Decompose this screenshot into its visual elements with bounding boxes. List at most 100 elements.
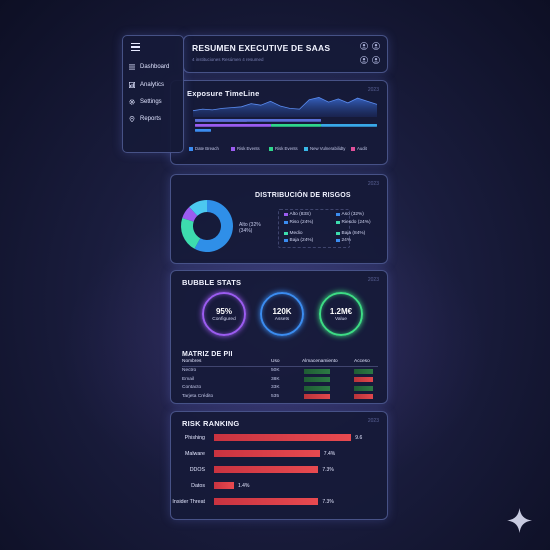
timeline-legend-item: New Vulnerabilidty: [304, 146, 345, 151]
legend-label: Risk Events: [275, 146, 298, 151]
risk-label: DDOS: [189, 466, 205, 473]
exposure-timeline-card: 2023 Exposure TimeLine Date Breach Risk E…: [170, 80, 388, 165]
card-tag: 2023: [367, 418, 379, 424]
bubble-assets: 120K Assets: [260, 292, 304, 336]
risk-ranking-card: 2023 RISK RANKING Phishing 9.6 Malware 7.4%…: [170, 411, 388, 520]
bubble-stats-title: BUBBLE STATS: [182, 278, 242, 287]
sidebar-item-reports[interactable]: Reports: [129, 116, 161, 122]
bubble-value: 1.2M€: [329, 307, 353, 316]
risk-value: 7.4%: [323, 451, 336, 457]
legend-swatch: [231, 146, 235, 151]
sidebar-item-label: Settings: [140, 99, 162, 105]
page-subtitle: 4 instituciones Resúmen 4 resumed: [192, 57, 264, 62]
user-icon[interactable]: [360, 42, 368, 50]
risk-label: Datos: [191, 482, 205, 489]
donut-slice: [182, 207, 198, 222]
timeline-event-bar: [195, 119, 321, 122]
matriz-header: Uso: [271, 359, 280, 364]
legend-label: Alto (83S): [289, 212, 311, 217]
distribution-legend-item: Medio: [284, 231, 303, 236]
timeline-legend-item: Date Breach: [189, 146, 219, 151]
risk-value: 1.4%: [238, 483, 250, 489]
matriz-status-bar: [354, 385, 373, 391]
gear-icon: [129, 99, 135, 105]
legend-swatch: [304, 146, 308, 151]
sidebar: Dashboard Analytics Settings Reports: [122, 35, 184, 153]
distribution-legend-item: Baja (24%): [284, 238, 313, 243]
legend-box: [278, 209, 350, 248]
timeline-chart: [192, 96, 378, 132]
legend-swatch: [336, 238, 340, 242]
divider: [182, 366, 378, 367]
timeline-event-bar: [195, 129, 211, 132]
risk-bar: [214, 482, 234, 489]
legend-label: Date Breach: [195, 146, 219, 151]
user-icon[interactable]: [372, 42, 380, 50]
matriz-cell-uso: 535: [271, 393, 280, 399]
card-tag: 2023: [367, 87, 379, 93]
risk-value: 7.3%: [322, 467, 334, 473]
matriz-cell-name: Contacto: [182, 385, 202, 390]
legend-label: Aso (32%): [341, 212, 364, 217]
donut-chart: [181, 200, 233, 252]
risk-label: Phishing: [184, 434, 205, 441]
matriz-header: Nombres: [182, 359, 202, 364]
legend-swatch: [284, 220, 288, 224]
risk-ranking-title: RISK RANKING: [182, 419, 240, 428]
card-tag: 2023: [367, 277, 379, 283]
sidebar-item-analytics[interactable]: Analytics: [129, 82, 164, 88]
distribution-legend-item: Alto (83S): [284, 212, 311, 217]
donut-center-label: Alto (32% (34%): [239, 222, 261, 234]
distribution-legend-item: Baja (84%): [336, 231, 365, 236]
legend-label: Baja (24%): [289, 238, 314, 243]
risk-bar: [214, 434, 352, 441]
matriz-status-bar: [304, 377, 330, 382]
legend-swatch: [336, 231, 340, 235]
legend-swatch: [351, 146, 355, 151]
matriz-status-bar: [304, 368, 330, 374]
timeline-event-bar: [321, 124, 377, 127]
matriz-title: MATRIZ DE PII: [182, 351, 233, 358]
risk-label: Malware: [184, 450, 205, 457]
risk-value: 7.3%: [322, 499, 334, 505]
legend-swatch: [284, 238, 288, 242]
legend-label: Baja (84%): [341, 231, 366, 236]
bubble-value: 120K: [272, 307, 292, 316]
risk-bar: [214, 450, 320, 457]
matriz-cell-uso: 33K: [271, 385, 280, 390]
card-tag: 2023: [367, 181, 379, 187]
sidebar-item-settings[interactable]: Settings: [129, 99, 162, 105]
donut-slice: [194, 200, 233, 252]
matriz-cell-uso: 38K: [271, 376, 280, 382]
legend-label: Audit: [357, 146, 367, 151]
user-icon[interactable]: [372, 56, 380, 64]
timeline-legend-item: Risk Events: [269, 146, 298, 151]
legend-label: Riso (24%): [289, 220, 314, 225]
timeline-legend-item: Risk Events: [231, 146, 260, 151]
pin-icon: [129, 116, 135, 122]
legend-swatch: [284, 212, 288, 216]
bubble-label: Configured: [212, 317, 236, 322]
distribution-legend-item: 24%: [336, 238, 351, 243]
hamburger-menu-icon[interactable]: [131, 43, 140, 53]
donut-slice: [181, 217, 201, 249]
risk-label: Insider Threat: [172, 498, 205, 505]
sparkle-icon: [506, 507, 533, 534]
sidebar-item-dashboard[interactable]: Dashboard: [129, 64, 169, 70]
bar-chart-icon: [129, 82, 135, 88]
legend-label: Risk Events: [237, 146, 260, 151]
matriz-cell-name: Tarjeta Crédito: [182, 393, 214, 399]
bubble-label: Assets: [274, 317, 290, 322]
legend-swatch: [336, 220, 340, 224]
timeline-event-bar: [271, 124, 321, 127]
distribution-title: DISTRIBUCIÓN DE RISGOS: [255, 192, 351, 199]
risk-bar: [214, 466, 319, 473]
risk-distribution-card: 2023 DISTRIBUCIÓN DE RISGOS Alto (32% (3…: [170, 174, 388, 264]
user-icon[interactable]: [360, 56, 368, 64]
legend-swatch: [269, 146, 273, 151]
distribution-legend-item: Riesdo (24%): [336, 220, 371, 225]
matriz-header: Acceso: [354, 359, 370, 364]
legend-swatch: [284, 231, 288, 235]
matriz-status-bar: [304, 394, 330, 399]
distribution-legend-item: Aso (32%): [336, 212, 364, 217]
